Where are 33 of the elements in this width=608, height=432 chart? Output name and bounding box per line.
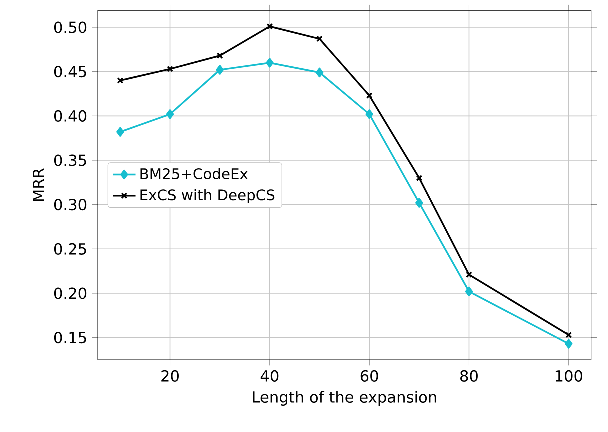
point	[266, 23, 274, 30]
point	[116, 127, 124, 137]
x-axis-title: Length of the expansion	[253, 391, 436, 406]
y-tick-label: 0.50	[54, 22, 87, 34]
y-tick-label: 0.45	[54, 66, 86, 78]
point	[167, 66, 174, 72]
point	[465, 286, 474, 297]
point	[466, 272, 472, 278]
point	[316, 68, 324, 78]
y-tick-label: 0.30	[54, 199, 87, 211]
point	[416, 175, 423, 182]
point	[316, 36, 323, 42]
x-tick-label: 40	[260, 370, 279, 382]
y-axis-title: MRR	[33, 168, 44, 202]
legend-label: ExCS with DeepCS	[140, 189, 275, 204]
point	[416, 198, 424, 208]
point	[166, 110, 174, 120]
y-tick-label: 0.25	[54, 243, 86, 255]
point	[366, 110, 374, 120]
point	[565, 339, 573, 349]
x-tick-label: 100	[556, 370, 583, 382]
y-tick-label: 0.15	[54, 332, 86, 344]
point	[216, 65, 224, 75]
y-tick-label: 0.20	[54, 288, 87, 300]
x-tick-label: 60	[360, 370, 378, 382]
y-tick-label: 0.35	[54, 154, 86, 166]
point	[266, 58, 274, 68]
point	[366, 92, 373, 100]
point	[216, 52, 224, 60]
legend-label: BM25+CodeEx	[140, 168, 248, 180]
y-tick-label: 0.40	[54, 110, 87, 122]
x-tick-label: 20	[162, 370, 179, 382]
x-tick-label: 80	[460, 370, 478, 382]
